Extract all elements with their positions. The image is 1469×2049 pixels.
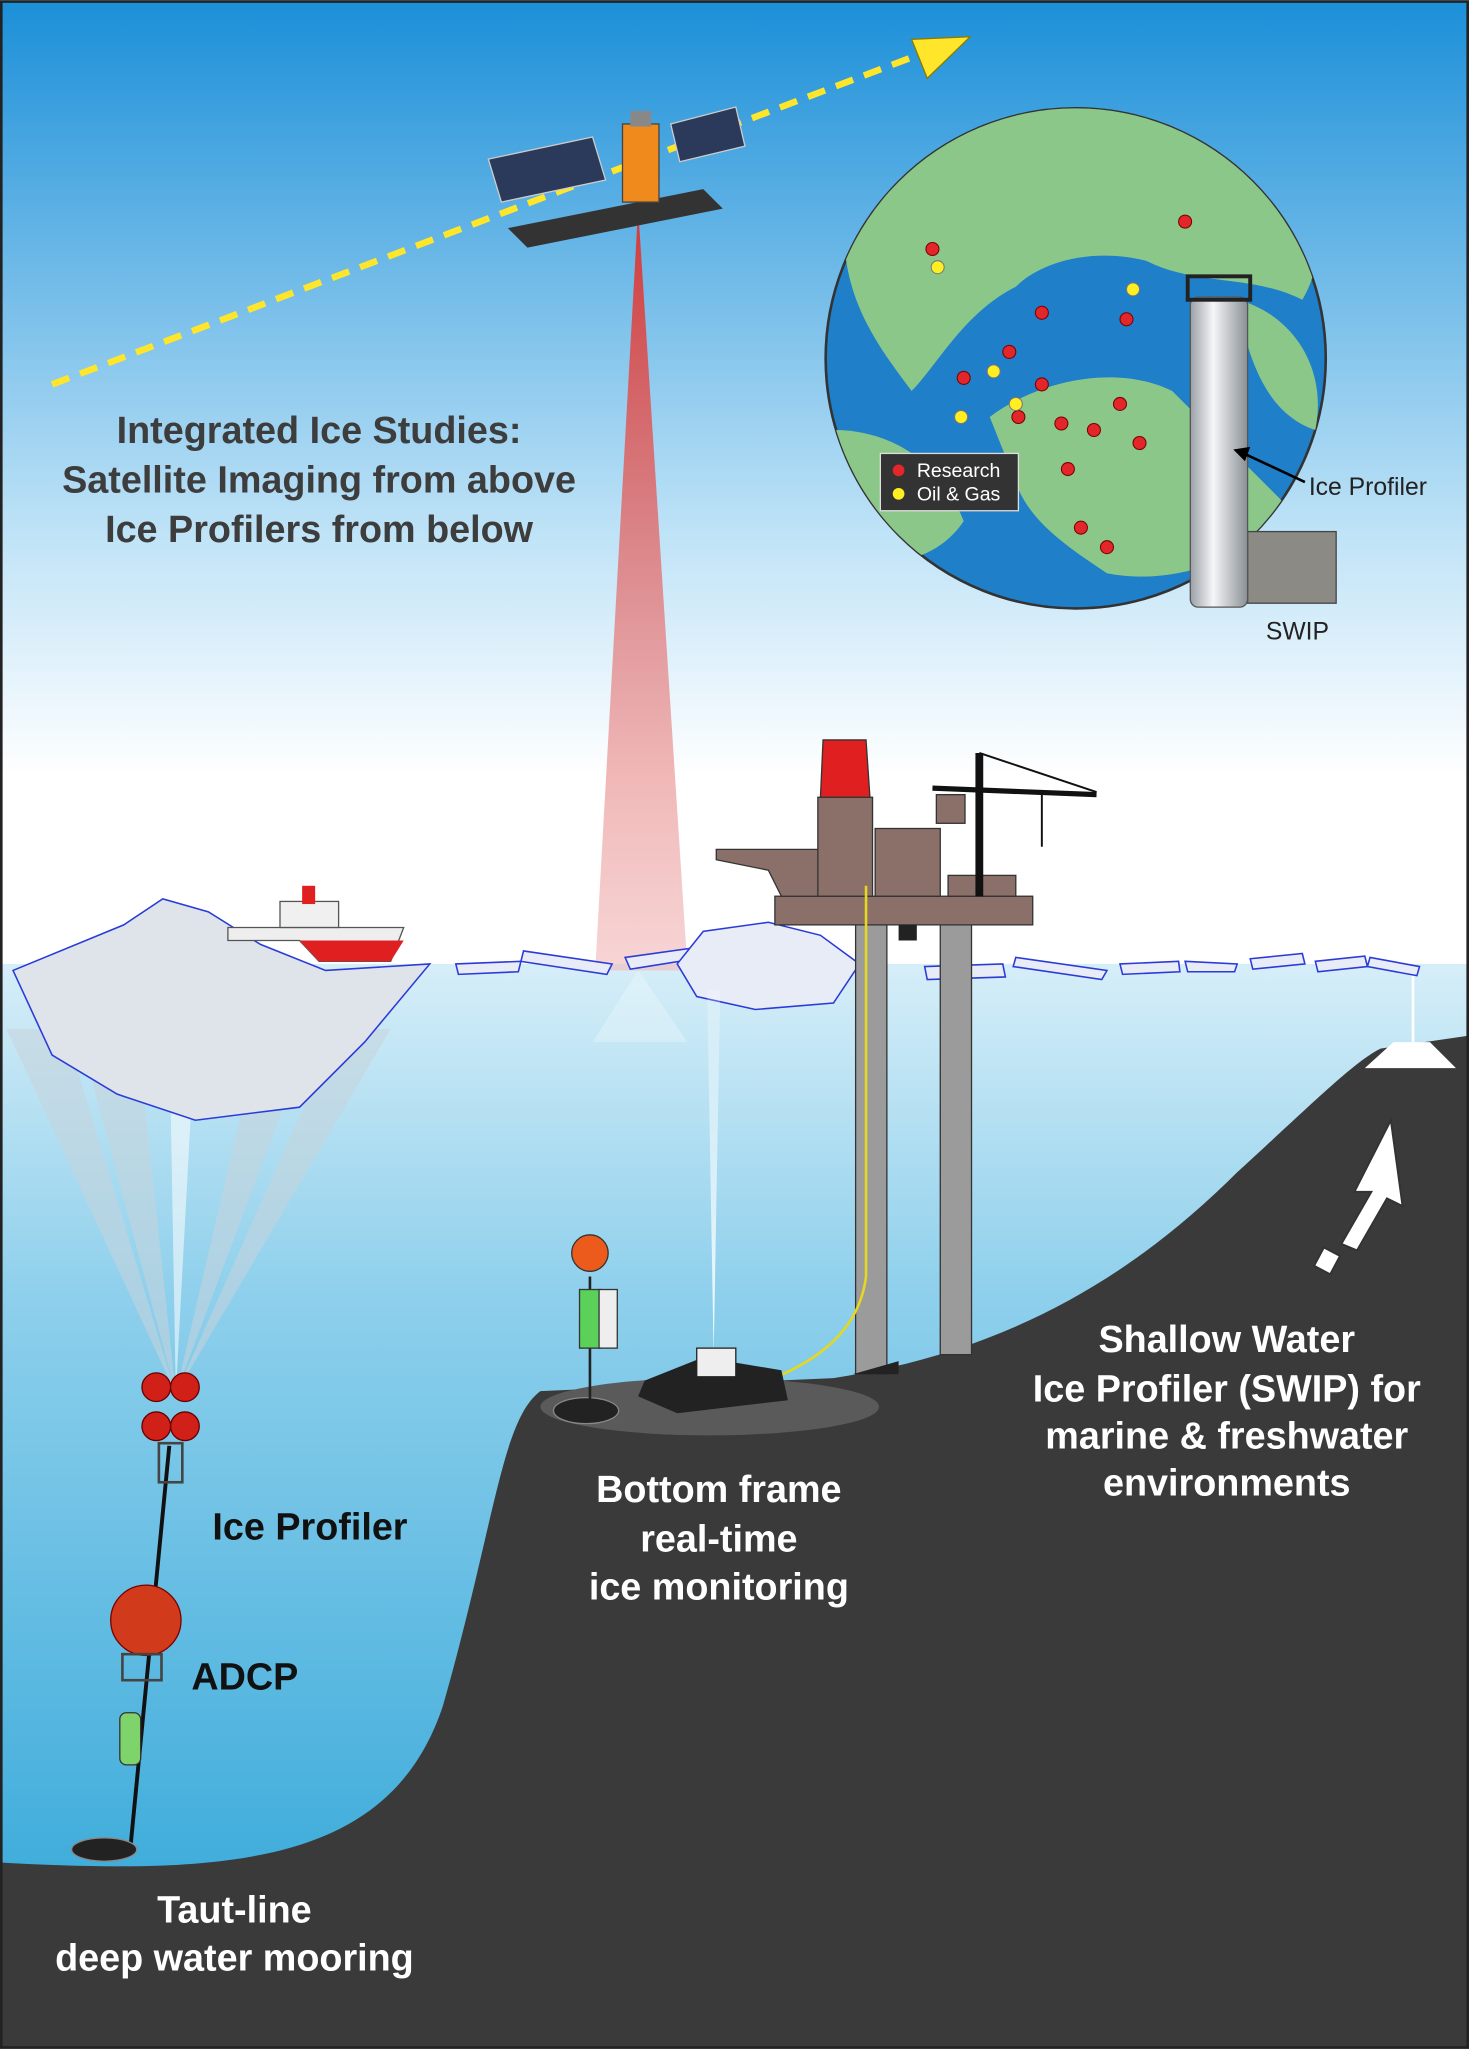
label: Bottom frame (596, 1469, 841, 1511)
radar-beam (595, 208, 688, 971)
legend-label: Oil & Gas (917, 483, 1001, 505)
taut-line-mooring (70, 1372, 200, 1862)
label: marine & freshwater (1045, 1415, 1408, 1457)
label: Ice Profiler (SWIP) for (1033, 1369, 1421, 1411)
label: real-time (640, 1518, 797, 1560)
ice-floes (454, 921, 1421, 1011)
label: environments (1103, 1462, 1351, 1504)
seafloor (0, 1035, 1469, 2049)
icebreaker (227, 885, 405, 962)
label: Taut-line (157, 1889, 311, 1931)
label: ADCP (191, 1656, 298, 1698)
satellite (487, 106, 746, 248)
swip-arrow (1312, 1116, 1404, 1276)
label: Shallow Water (1098, 1319, 1355, 1361)
legend-label: Research (917, 460, 1001, 482)
orbit-path (50, 51, 920, 388)
orbit-arrow (910, 35, 972, 80)
beam-fade (592, 970, 688, 1043)
label: deep water mooring (55, 1938, 414, 1980)
sonar-beam (707, 989, 721, 1355)
callout-arrow (1233, 446, 1251, 462)
title-line: Integrated Ice Studies: (117, 410, 522, 452)
label: ice monitoring (589, 1566, 849, 1608)
title-line: Ice Profilers from below (105, 509, 534, 551)
callout-label: Ice Profiler (1309, 474, 1427, 501)
globe (824, 107, 1328, 610)
swip-mound (1364, 1042, 1456, 1069)
callout-line (1243, 452, 1306, 484)
ice-profiler-device (1185, 274, 1337, 608)
label: Ice Profiler (212, 1507, 407, 1549)
bottom-frame (552, 1234, 788, 1425)
oil-platform (715, 739, 1097, 1375)
iceberg (11, 897, 432, 1122)
title-line: Satellite Imaging from above (62, 460, 576, 502)
callout-label: SWIP (1266, 619, 1329, 646)
